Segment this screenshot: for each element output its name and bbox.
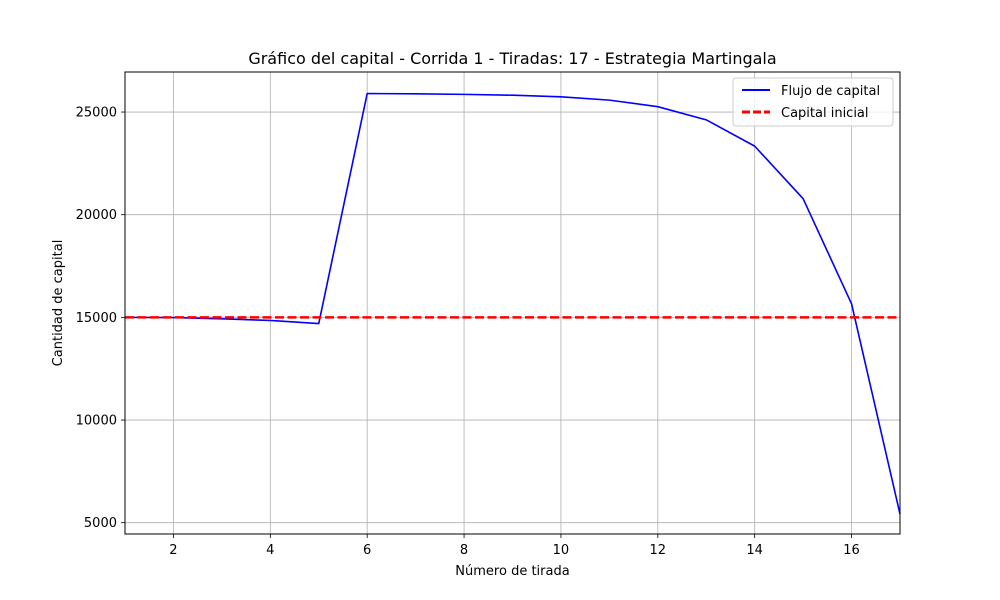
legend-label-capital-inicial: Capital inicial	[781, 106, 869, 121]
x-tick-label: 2	[169, 543, 177, 558]
x-tick-label: 14	[746, 543, 763, 558]
x-tick-label: 6	[363, 543, 371, 558]
y-tick-label: 10000	[76, 414, 117, 429]
y-tick-label: 15000	[76, 311, 117, 326]
x-axis-label: Número de tirada	[455, 564, 569, 579]
y-tick-label: 5000	[84, 516, 117, 531]
legend-label-flujo: Flujo de capital	[781, 84, 880, 99]
series-line-flujo	[124, 92, 901, 515]
chart-title: Gráfico del capital - Corrida 1 - Tirada…	[248, 49, 776, 68]
series-layer	[124, 92, 901, 515]
plot-frame	[124, 71, 901, 535]
y-tick-label: 20000	[76, 208, 117, 223]
y-tick-label: 25000	[76, 106, 117, 121]
legend-box	[732, 77, 894, 127]
x-tick-label: 8	[460, 543, 468, 558]
x-tick-label: 12	[650, 543, 667, 558]
ticks: 2 4 6 8 10 12 14 16 5000 10000 15000 20000 25000	[76, 106, 860, 558]
x-tick-label: 4	[266, 543, 274, 558]
x-tick-label: 10	[553, 543, 570, 558]
legend: Flujo de capital Capital inicial	[732, 77, 894, 127]
y-axis-label: Cantidad de capital	[51, 240, 66, 367]
x-tick-label: 16	[843, 543, 860, 558]
